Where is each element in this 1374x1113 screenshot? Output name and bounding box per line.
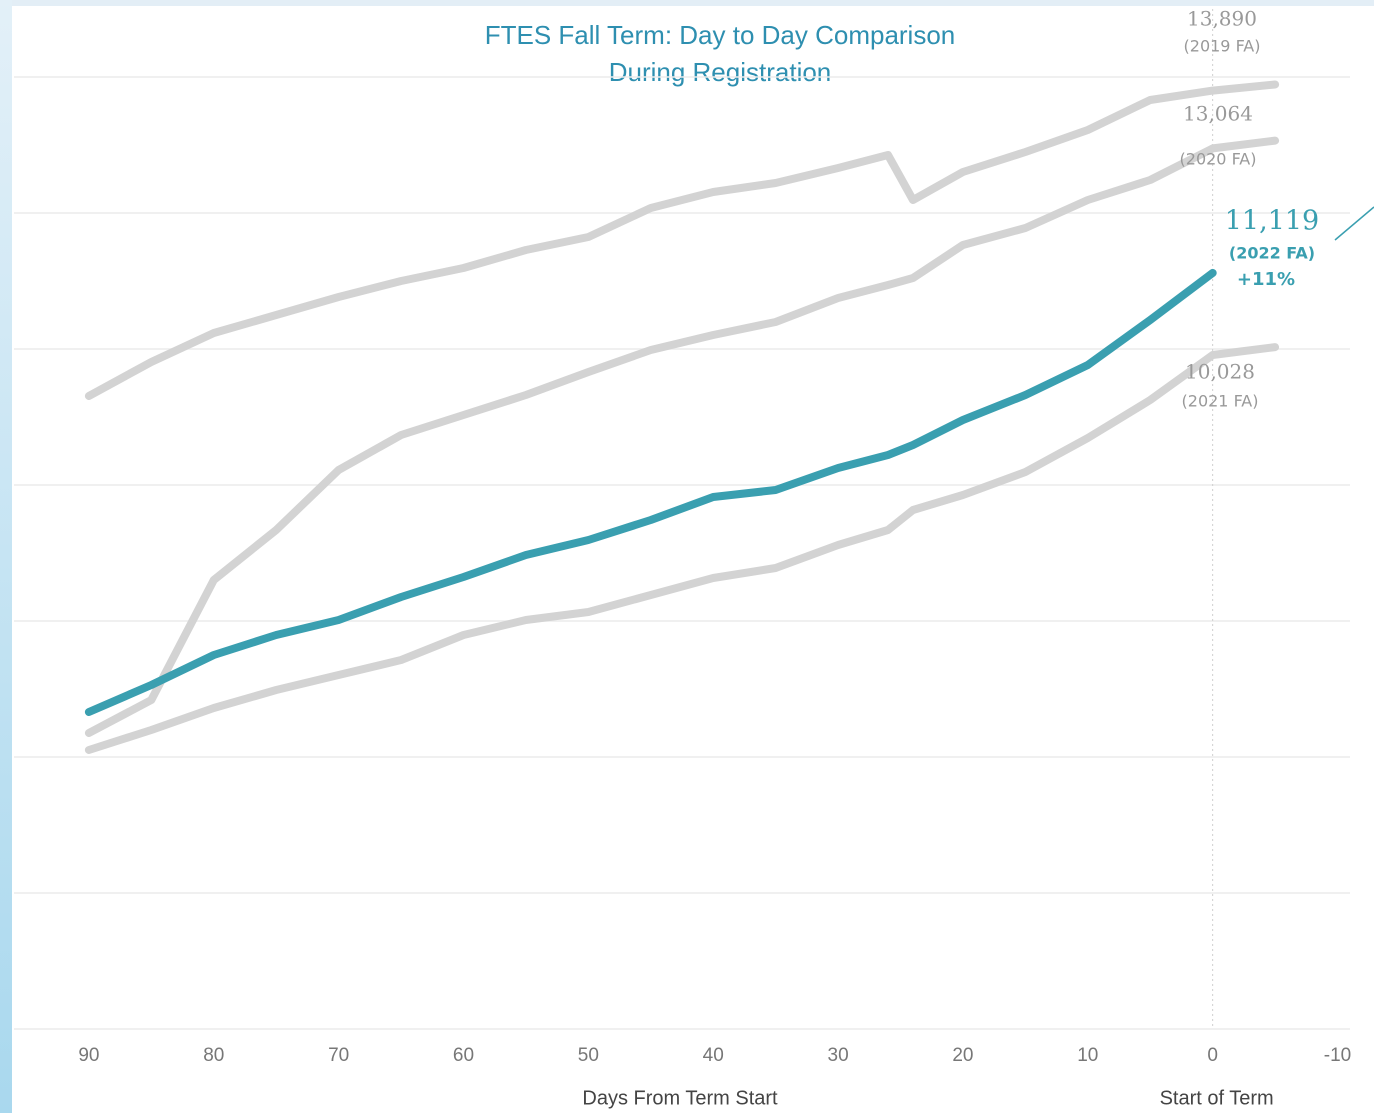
end-value-label: 11,119 bbox=[1225, 206, 1319, 237]
chart-title: FTES Fall Term: Day to Day Comparison bbox=[485, 20, 956, 50]
x-tick-label: 20 bbox=[952, 1045, 973, 1066]
x-axis-label: Days From Term Start bbox=[582, 1087, 778, 1109]
x-tick-label: 70 bbox=[328, 1045, 349, 1066]
series-line bbox=[84, 136, 1280, 737]
end-value-label: 13,890 bbox=[1187, 7, 1257, 31]
side-strip bbox=[0, 0, 12, 1113]
series-line bbox=[84, 343, 1280, 754]
legend-label: (2019 FA) bbox=[1184, 37, 1261, 56]
series-line bbox=[84, 80, 1280, 400]
legend-label: (2020 FA) bbox=[1180, 150, 1257, 169]
x-tick-label: 80 bbox=[203, 1045, 224, 1066]
x-tick-label: 30 bbox=[828, 1045, 849, 1066]
legend-label: (2022 FA) bbox=[1229, 244, 1315, 263]
end-value-label: 10,028 bbox=[1185, 360, 1255, 384]
change-label: +11% bbox=[1237, 269, 1295, 290]
x-tick-label: 90 bbox=[78, 1045, 99, 1066]
x-tick-label: 60 bbox=[453, 1045, 474, 1066]
x-tick-label: 40 bbox=[703, 1045, 724, 1066]
legend-label: (2021 FA) bbox=[1182, 392, 1259, 411]
x-tick-label: 50 bbox=[578, 1045, 599, 1066]
x-tick-label: 10 bbox=[1077, 1045, 1098, 1066]
series-line bbox=[84, 268, 1217, 716]
callout-line bbox=[1334, 206, 1374, 241]
annotation: Start of Term bbox=[1160, 1087, 1274, 1109]
end-value-label: 13,064 bbox=[1183, 102, 1253, 126]
top-edge bbox=[0, 0, 1374, 6]
x-tick-label: 0 bbox=[1207, 1045, 1218, 1066]
chart-subtitle: During Registration bbox=[609, 57, 832, 87]
x-tick-label: -10 bbox=[1324, 1045, 1351, 1066]
